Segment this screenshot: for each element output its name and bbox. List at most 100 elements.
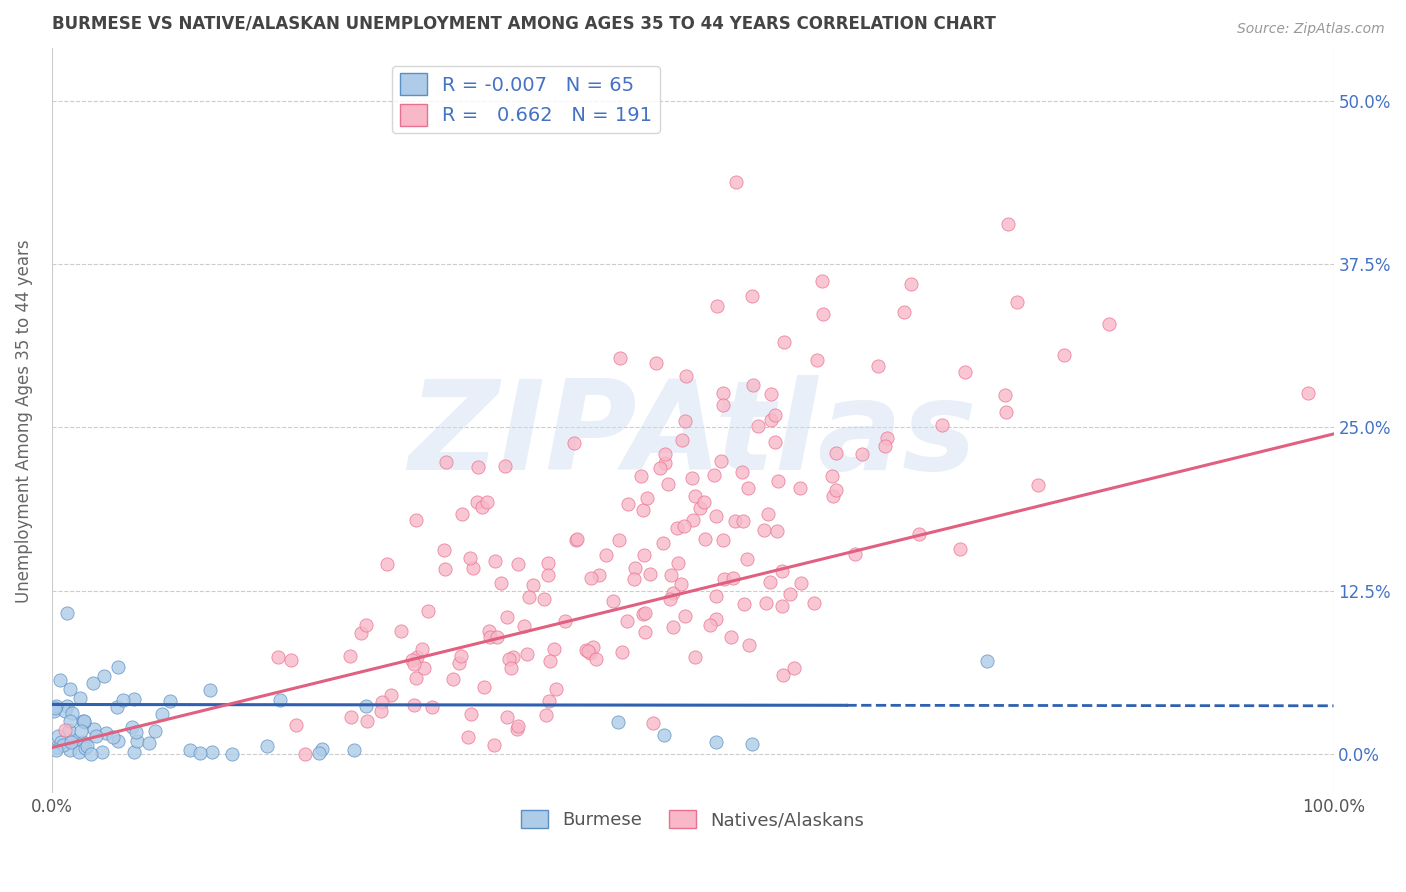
Point xyxy=(80,747,103,761)
Point xyxy=(644,356,666,370)
Point xyxy=(460,706,482,721)
Point xyxy=(536,556,558,570)
Point xyxy=(433,562,456,576)
Point xyxy=(107,660,129,674)
Point xyxy=(673,609,696,624)
Point xyxy=(543,642,565,657)
Point xyxy=(638,566,661,581)
Point xyxy=(269,693,291,707)
Point xyxy=(724,515,747,529)
Point xyxy=(72,714,94,728)
Point xyxy=(267,649,290,664)
Point xyxy=(458,551,481,566)
Point xyxy=(406,649,429,664)
Point xyxy=(62,732,84,747)
Point xyxy=(648,461,671,475)
Point xyxy=(806,352,828,367)
Point xyxy=(704,612,727,626)
Point xyxy=(67,745,90,759)
Point xyxy=(554,614,576,628)
Text: BURMESE VS NATIVE/ALASKAN UNEMPLOYMENT AMONG AGES 35 TO 44 YEARS CORRELATION CHA: BURMESE VS NATIVE/ALASKAN UNEMPLOYMENT A… xyxy=(52,15,995,33)
Point xyxy=(582,640,605,654)
Point xyxy=(754,523,776,537)
Point xyxy=(533,592,555,607)
Point xyxy=(630,468,652,483)
Point xyxy=(285,718,308,732)
Point xyxy=(45,698,67,713)
Point xyxy=(755,597,778,611)
Point xyxy=(484,554,506,568)
Point xyxy=(122,745,145,759)
Point xyxy=(512,618,534,632)
Point xyxy=(720,630,742,644)
Point xyxy=(188,746,211,760)
Point xyxy=(70,723,93,738)
Point xyxy=(93,669,115,683)
Point xyxy=(73,714,96,728)
Point xyxy=(579,571,602,585)
Point xyxy=(45,743,67,757)
Point xyxy=(731,514,754,528)
Point xyxy=(607,715,630,730)
Point xyxy=(502,650,524,665)
Point xyxy=(354,698,377,713)
Point xyxy=(516,647,538,661)
Point xyxy=(478,630,501,644)
Point xyxy=(685,489,707,503)
Point xyxy=(711,533,734,547)
Point xyxy=(53,723,76,737)
Point xyxy=(308,747,330,761)
Point xyxy=(467,460,489,475)
Point xyxy=(976,654,998,668)
Point xyxy=(198,682,221,697)
Point xyxy=(1296,385,1319,400)
Point xyxy=(724,175,747,189)
Point xyxy=(692,495,714,509)
Point xyxy=(675,414,697,428)
Point xyxy=(179,743,201,757)
Point xyxy=(496,610,519,624)
Point xyxy=(876,431,898,445)
Point xyxy=(699,618,721,632)
Point xyxy=(661,620,683,634)
Point xyxy=(634,606,657,620)
Point xyxy=(83,722,105,736)
Point xyxy=(412,661,434,675)
Point xyxy=(761,387,783,401)
Point xyxy=(91,745,114,759)
Point xyxy=(567,533,589,547)
Point xyxy=(706,299,728,313)
Point xyxy=(436,454,458,468)
Point xyxy=(280,653,302,667)
Point xyxy=(704,508,727,523)
Point xyxy=(1005,294,1028,309)
Point xyxy=(544,681,567,696)
Point xyxy=(782,660,804,674)
Point xyxy=(672,519,695,533)
Point xyxy=(900,277,922,291)
Point xyxy=(125,734,148,748)
Point xyxy=(731,465,754,479)
Legend: Burmese, Natives/Alaskans: Burmese, Natives/Alaskans xyxy=(513,803,872,837)
Point xyxy=(733,597,755,611)
Point xyxy=(508,719,530,733)
Point xyxy=(124,725,146,739)
Point xyxy=(765,524,787,538)
Point xyxy=(447,656,470,670)
Point xyxy=(404,698,426,712)
Point xyxy=(821,469,844,483)
Point xyxy=(893,305,915,319)
Point xyxy=(681,471,703,485)
Point xyxy=(405,513,427,527)
Point xyxy=(636,491,658,505)
Point xyxy=(763,409,786,423)
Point xyxy=(505,722,527,736)
Point xyxy=(931,418,953,433)
Point xyxy=(721,571,744,585)
Point xyxy=(953,365,976,379)
Point xyxy=(562,436,585,450)
Point xyxy=(659,568,682,582)
Point xyxy=(675,369,697,384)
Point xyxy=(995,404,1018,418)
Point xyxy=(420,700,443,714)
